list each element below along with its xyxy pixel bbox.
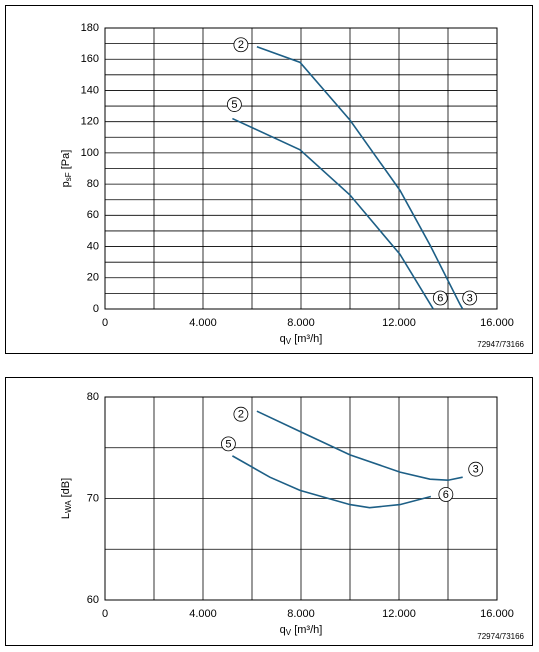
y-axis-label-part: sF	[64, 172, 73, 181]
y-tick-label: 140	[81, 84, 99, 96]
x-axis-label-part: [m³/h]	[291, 624, 322, 636]
chart: 0 4.000 8.000 12.000 16.000 60 70 80 qV [m³/h] LW…	[5, 377, 533, 646]
y-axis-label: psF [Pa]	[60, 150, 73, 188]
curve-marker	[438, 487, 454, 502]
y-tick-label: 0	[93, 303, 99, 315]
footnote: 72947/73166	[477, 340, 524, 349]
plot-frame	[104, 27, 498, 310]
y-tick-label: 80	[87, 178, 99, 190]
y-axis-label: LWA [dB]	[60, 478, 73, 519]
x-tick-label: 16.000	[480, 317, 514, 329]
x-tick-label: 0	[102, 317, 108, 329]
x-axis-label: qV [m³/h]	[280, 624, 323, 637]
curve-label: 3	[467, 292, 473, 304]
x-axis-label-part: q	[280, 624, 286, 636]
x-tick-label: 12.000	[382, 317, 416, 329]
curve-label: 5	[231, 99, 237, 111]
x-tick-label: 8.000	[287, 317, 315, 329]
curve-marker	[432, 290, 448, 306]
x-axis-label-part: [m³/h]	[291, 333, 322, 345]
y-axis-label-part: [Pa]	[60, 150, 72, 173]
y-tick-label: 180	[81, 22, 99, 34]
y-axis-label-part: WA	[64, 500, 73, 513]
x-axis-label-part: V	[286, 337, 292, 346]
curve-marker	[220, 436, 236, 452]
curve-marker	[462, 290, 478, 306]
curve-label: 6	[443, 489, 449, 501]
x-tick-label: 16.000	[480, 608, 514, 620]
curve	[256, 410, 463, 482]
curve-label: 6	[437, 292, 443, 304]
y-tick-label: 100	[81, 147, 99, 159]
x-tick-label: 12.000	[382, 608, 416, 620]
footnote: 72974/73166	[477, 632, 524, 641]
curve-marker	[468, 461, 484, 477]
curve-label: 3	[473, 464, 479, 476]
curve	[256, 45, 464, 310]
y-tick-label: 20	[87, 272, 99, 284]
curve-marker	[226, 97, 242, 112]
chart: 0 4.000 8.000 12.000 16.000 0 20 40 60 80 100 120 14…	[5, 5, 533, 354]
x-axis-label: qV [m³/h]	[280, 333, 323, 346]
y-axis-label-part: p	[60, 181, 72, 187]
panel-border	[5, 377, 533, 646]
x-tick-label: 0	[102, 608, 108, 620]
y-axis-label-part: L	[60, 513, 72, 519]
panel-border	[5, 5, 533, 354]
y-axis-label-part: [dB]	[60, 478, 72, 501]
curve	[232, 117, 434, 310]
x-tick-label: 4.000	[189, 608, 217, 620]
y-tick-label: 70	[87, 492, 99, 504]
curve-label: 2	[238, 409, 244, 421]
x-tick-label: 4.000	[189, 317, 217, 329]
curve-label: 2	[238, 39, 244, 51]
y-tick-label: 60	[87, 209, 99, 221]
y-tick-label: 120	[81, 116, 99, 128]
x-tick-label: 8.000	[287, 608, 315, 620]
x-axis-label-part: V	[286, 628, 292, 637]
y-tick-label: 80	[87, 391, 99, 403]
y-tick-label: 160	[81, 53, 99, 65]
x-axis-label-part: q	[280, 333, 286, 345]
curve-marker	[233, 406, 249, 422]
curve-label: 5	[225, 438, 231, 450]
curve	[232, 455, 432, 509]
plot-frame	[104, 396, 498, 601]
y-tick-label: 40	[87, 240, 99, 252]
y-tick-label: 60	[87, 594, 99, 606]
curve-marker	[233, 37, 249, 53]
